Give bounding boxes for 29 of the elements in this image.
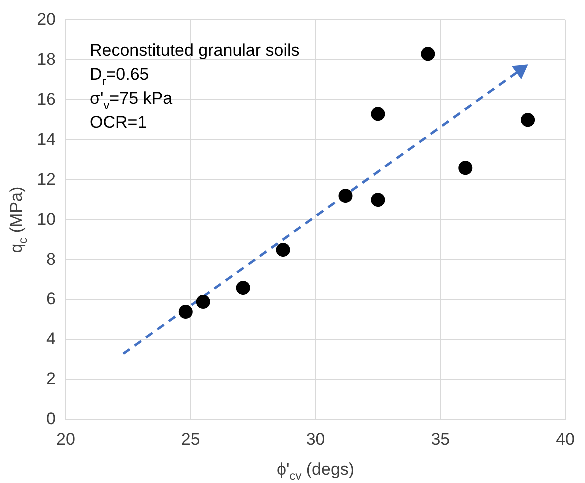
point	[421, 47, 436, 62]
x-tick-label: 30	[306, 430, 326, 449]
y-tick-label: 12	[37, 170, 56, 189]
y-tick-label: 14	[37, 130, 56, 149]
point	[371, 107, 386, 122]
point	[178, 305, 193, 320]
y-tick-label: 4	[46, 330, 56, 349]
y-tick-label: 8	[46, 250, 56, 269]
point	[196, 295, 210, 310]
point	[458, 161, 473, 176]
y-tick-label: 16	[37, 90, 56, 109]
y-tick-label: 2	[46, 370, 56, 389]
point	[371, 193, 386, 208]
x-tick-label: 25	[181, 430, 200, 449]
point	[276, 243, 290, 258]
annotation: Reconstituted granular soils	[90, 41, 300, 60]
point	[512, 64, 528, 78]
y-axis-title: qc (MPa)	[7, 186, 30, 254]
x-tick-label: 35	[431, 430, 450, 449]
point	[521, 113, 536, 128]
y-tick-label: 20	[37, 10, 56, 29]
point	[236, 281, 250, 296]
point	[338, 189, 353, 204]
y-tick-label: 18	[37, 50, 56, 69]
y-tick-label: 10	[37, 210, 56, 229]
annotation: OCR=1	[90, 113, 148, 132]
x-tick-label: 40	[556, 430, 576, 449]
y-tick-label: 0	[46, 410, 56, 429]
y-tick-label: 6	[46, 290, 56, 309]
